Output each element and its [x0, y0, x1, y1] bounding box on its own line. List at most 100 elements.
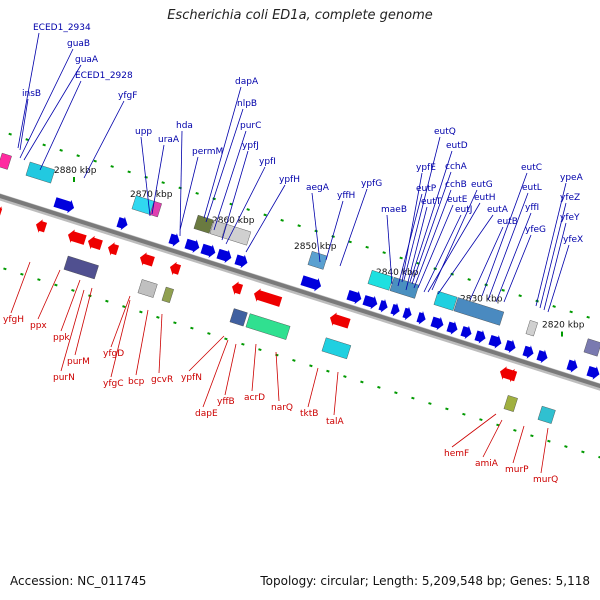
gene-leader-line	[225, 166, 266, 245]
gene-leader-line	[401, 172, 423, 283]
gene-label-ypfH: ypfH	[279, 175, 300, 185]
upper-feature-block	[453, 297, 505, 326]
forward-gene	[536, 349, 548, 364]
gene-leader-line	[19, 48, 74, 159]
gene-leader-line	[205, 108, 244, 223]
reverse-gene	[508, 368, 518, 383]
forward-gene	[168, 233, 180, 247]
gene-leader-line	[158, 313, 163, 374]
gene-label-eutG: eutG	[471, 180, 493, 190]
gene-label-eutQ: eutQ	[434, 127, 456, 137]
forward-gene	[446, 321, 458, 335]
gene-label-permM: permM	[192, 147, 223, 157]
gene-label-nlpB: nlpB	[237, 99, 257, 109]
forward-gene	[504, 339, 516, 353]
forward-gene	[346, 290, 362, 305]
upper-feature-block	[367, 270, 394, 291]
reverse-gene	[36, 219, 48, 233]
forward-gene	[362, 295, 378, 310]
gene-leader-line	[275, 351, 280, 402]
tick-label: 2870 kbp	[130, 190, 173, 200]
lower-feature-block	[321, 337, 352, 360]
gene-leader-line	[413, 189, 452, 289]
forward-gene	[234, 254, 248, 269]
gene-label-ypfN: ypfN	[181, 373, 202, 383]
gene-label-eutH: eutH	[474, 193, 496, 203]
gene-leader-line	[397, 193, 423, 287]
upper-feature-block	[583, 338, 600, 357]
gene-label-ECED1_2934: ECED1_2934	[33, 23, 91, 33]
gene-label-eutT: eutT	[421, 197, 442, 207]
gene-leader-line	[110, 295, 131, 348]
forward-gene	[184, 238, 200, 253]
gene-leader-line	[37, 269, 61, 320]
gene-label-ECED1_2928: ECED1_2928	[75, 71, 133, 81]
gene-label-guaA: guaA	[75, 55, 99, 65]
gene-label-guaB: guaB	[67, 39, 90, 49]
gene-leader-line	[60, 289, 85, 372]
gene-leader-line	[437, 214, 494, 295]
upper-feature-block	[389, 276, 420, 299]
gene-label-amiA: amiA	[475, 459, 499, 469]
gene-label-insB: insB	[22, 89, 41, 99]
gene-label-dapE: dapE	[195, 409, 218, 419]
gene-label-eutJ: eutJ	[455, 205, 472, 215]
forward-gene	[586, 366, 600, 380]
reverse-gene	[140, 252, 155, 267]
forward-gene	[430, 316, 444, 331]
gene-leader-line	[539, 202, 567, 309]
gene-label-ypfI: ypfI	[259, 157, 276, 167]
gene-leader-line	[19, 98, 29, 151]
upper-feature-block	[221, 223, 252, 246]
lower-feature-block	[229, 308, 248, 327]
genome-backbone	[0, 193, 600, 389]
gene-label-tktB: tktB	[300, 409, 318, 419]
reverse-gene	[254, 288, 283, 307]
gene-label-eutE: eutE	[447, 195, 468, 205]
gene-label-ypeA: ypeA	[560, 173, 584, 183]
gene-leader-line	[495, 212, 532, 303]
forward-gene	[474, 330, 486, 344]
gene-label-ppx: ppx	[30, 321, 47, 331]
forward-gene	[200, 243, 216, 258]
gene-label-cchA: cchA	[445, 162, 468, 172]
lower-feature-block	[63, 255, 99, 280]
gene-leader-line	[203, 86, 242, 219]
gene-leader-line	[405, 206, 428, 291]
gene-leader-line	[213, 130, 247, 231]
upper-feature-block	[25, 161, 56, 184]
reverse-gene	[108, 242, 120, 256]
forward-gene	[488, 334, 502, 349]
upper-feature-block	[193, 214, 214, 234]
gene-label-aegA: aegA	[306, 183, 330, 193]
forward-gene	[460, 325, 472, 340]
upper-feature-block	[525, 320, 538, 337]
forward-gene	[402, 306, 412, 321]
genome-summary: Topology: circular; Length: 5,209,548 bp…	[260, 574, 590, 588]
gene-leader-line	[39, 80, 82, 171]
gene-leader-line	[339, 188, 368, 267]
gene-leader-line	[140, 136, 151, 217]
forward-gene	[390, 302, 400, 317]
gene-leader-line	[10, 261, 31, 314]
gene-leader-line	[325, 200, 344, 261]
gene-label-yffI: yffI	[525, 203, 539, 213]
gene-leader-line	[481, 172, 528, 297]
gene-leader-line	[221, 150, 249, 241]
gene-label-maeB: maeB	[381, 205, 407, 215]
outer-reverse-track	[3, 267, 600, 459]
gene-label-yfgD: yfgD	[103, 349, 124, 359]
gene-label-yfeX: yfeX	[563, 235, 583, 245]
forward-gene	[566, 359, 578, 373]
gene-leader-line	[423, 214, 462, 293]
gene-label-upp: upp	[135, 127, 152, 137]
reverse-gene	[0, 206, 3, 216]
gene-leader-line	[431, 189, 478, 291]
gene-label-murP: murP	[505, 465, 529, 475]
gene-leader-line	[179, 156, 199, 231]
gene-label-purC: purC	[240, 121, 261, 131]
forward-gene	[116, 216, 128, 231]
gene-leader-line	[179, 130, 183, 237]
gene-label-yfgH: yfgH	[3, 315, 24, 325]
